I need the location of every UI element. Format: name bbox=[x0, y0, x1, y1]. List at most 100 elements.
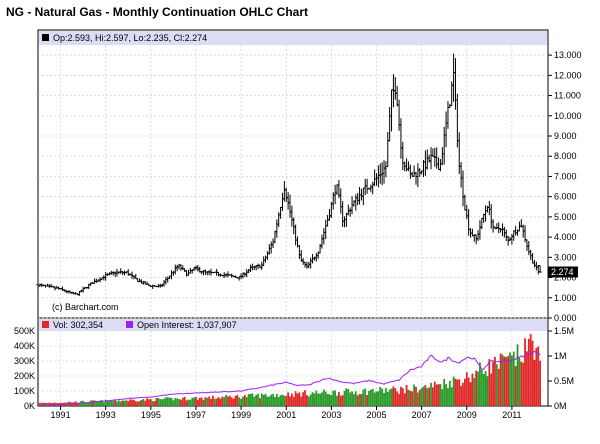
volume-bar bbox=[180, 399, 182, 406]
volume-bar bbox=[353, 394, 355, 406]
time-tick-label: 2001 bbox=[276, 410, 296, 420]
volume-bar bbox=[539, 360, 542, 406]
volume-bar bbox=[99, 400, 101, 406]
volume-bar bbox=[377, 391, 380, 406]
volume-bar bbox=[497, 368, 500, 406]
volume-bar bbox=[514, 366, 517, 406]
volume-bar bbox=[443, 378, 446, 406]
volume-bar bbox=[219, 398, 222, 406]
volume-bar bbox=[136, 401, 139, 406]
volume-bar bbox=[533, 359, 536, 406]
volume-bar bbox=[512, 351, 515, 406]
volume-panel-header-band bbox=[39, 319, 547, 331]
volume-bar bbox=[499, 353, 502, 406]
volume-bar bbox=[242, 396, 244, 406]
volume-bar bbox=[133, 399, 135, 406]
volume-bar bbox=[475, 370, 478, 406]
price-tick-label: 9.000 bbox=[554, 131, 577, 141]
volume-bar bbox=[529, 334, 532, 406]
volume-bar bbox=[121, 400, 124, 406]
volume-bar bbox=[520, 361, 523, 406]
volume-bar bbox=[441, 389, 444, 406]
volume-bar bbox=[129, 399, 132, 406]
volume-bar bbox=[238, 397, 241, 406]
time-tick-label: 1999 bbox=[231, 410, 251, 420]
time-tick-label: 2011 bbox=[502, 410, 521, 420]
volume-bar bbox=[149, 399, 152, 406]
time-tick-label: 2005 bbox=[366, 410, 386, 420]
last-price-tag-box bbox=[548, 266, 578, 278]
volume-bar bbox=[232, 398, 235, 406]
volume-bar bbox=[334, 390, 337, 406]
volume-bar bbox=[360, 394, 363, 406]
volume-bar bbox=[249, 393, 252, 406]
volume-bar bbox=[307, 396, 310, 406]
volume-bar bbox=[345, 388, 348, 406]
volume-bar bbox=[46, 402, 49, 406]
volume-bar bbox=[206, 397, 209, 406]
ohlc-legend-swatch bbox=[42, 34, 49, 41]
volume-bar bbox=[213, 398, 216, 406]
price-tick-label: 3.000 bbox=[554, 252, 577, 262]
volume-bar bbox=[266, 396, 269, 406]
volume-bar bbox=[373, 392, 376, 406]
volume-bar bbox=[272, 394, 274, 406]
volume-bar bbox=[178, 398, 180, 406]
volume-bar bbox=[503, 356, 506, 406]
volume-tick-label: 400K bbox=[14, 341, 35, 351]
volume-bar bbox=[189, 399, 192, 406]
volume-bar bbox=[125, 400, 128, 406]
volume-bar bbox=[268, 396, 271, 406]
volume-bar bbox=[336, 395, 338, 406]
volume-bar bbox=[181, 397, 184, 406]
price-tick-label: 1.000 bbox=[554, 293, 577, 303]
volume-bar bbox=[375, 391, 378, 406]
volume-bar bbox=[518, 357, 521, 406]
volume-bar bbox=[467, 377, 470, 406]
volume-bar bbox=[102, 402, 105, 406]
volume-bar bbox=[409, 390, 412, 406]
volume-bar bbox=[155, 397, 158, 406]
last-price-tag-label: 2.274 bbox=[551, 267, 574, 277]
volume-bar bbox=[144, 400, 147, 406]
volume-bar bbox=[309, 394, 312, 406]
volume-bar bbox=[394, 388, 397, 406]
volume-bar bbox=[383, 392, 385, 406]
volume-bar bbox=[364, 388, 367, 406]
volume-bar bbox=[93, 400, 96, 406]
volume-bar bbox=[416, 392, 419, 406]
time-tick-label: 1993 bbox=[96, 410, 116, 420]
volume-bar bbox=[285, 396, 288, 406]
volume-bar bbox=[454, 378, 457, 406]
volume-bar bbox=[198, 397, 201, 406]
volume-tick-label: 200K bbox=[14, 371, 35, 381]
volume-bar bbox=[146, 398, 148, 406]
volume-bar bbox=[166, 397, 169, 406]
price-tick-label: 8.000 bbox=[554, 151, 577, 161]
volume-bar bbox=[196, 399, 199, 406]
volume-bar bbox=[193, 397, 195, 406]
volume-bar bbox=[104, 399, 107, 406]
open-interest-tick-label: 0M bbox=[554, 401, 567, 411]
volume-bar bbox=[140, 400, 143, 406]
volume-bar bbox=[153, 401, 156, 406]
volume-bar bbox=[38, 402, 41, 406]
volume-bar bbox=[270, 394, 273, 406]
volume-bar bbox=[116, 401, 118, 406]
volume-bar bbox=[537, 346, 540, 406]
volume-bar bbox=[195, 397, 197, 406]
open-interest-series bbox=[37, 350, 541, 406]
volume-bar bbox=[110, 400, 113, 406]
volume-bar bbox=[274, 397, 276, 406]
volume-bar bbox=[275, 393, 278, 406]
price-panel-frame bbox=[37, 29, 549, 319]
volume-bar bbox=[40, 402, 43, 406]
open-interest-legend-swatch bbox=[126, 321, 133, 328]
volume-bar bbox=[292, 396, 295, 406]
volume-bar bbox=[433, 381, 436, 406]
volume-legend-swatch bbox=[42, 321, 49, 328]
volume-bar bbox=[202, 399, 205, 406]
volume-bar bbox=[101, 400, 103, 406]
volume-bar bbox=[462, 382, 464, 406]
volume-bar bbox=[516, 344, 519, 406]
